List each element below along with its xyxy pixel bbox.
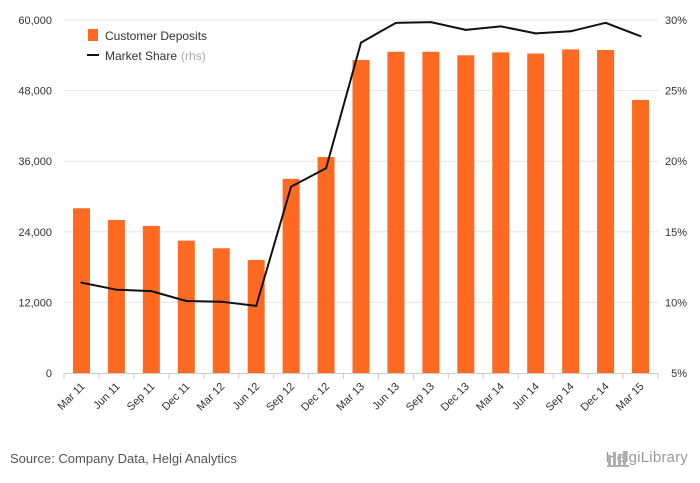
y-right-tick-label: 30% [665, 15, 687, 27]
left-y-axis: 0 12,000 24,000 36,000 48,000 60,000 [18, 15, 52, 380]
market-share-point [115, 288, 118, 291]
market-share-point [534, 32, 537, 35]
x-tick-label: Jun 13 [370, 381, 402, 413]
market-share-series [80, 21, 642, 307]
y-right-tick-label: 20% [665, 156, 687, 168]
market-share-point [220, 300, 223, 303]
x-tick-label: Jun 12 [230, 381, 262, 413]
market-share-point [185, 299, 188, 302]
y-right-tick-label: 15% [665, 227, 687, 239]
y-left-tick-label: 48,000 [18, 86, 52, 98]
y-right-tick-label: 25% [665, 86, 687, 98]
deposit-bar [352, 60, 370, 374]
market-share-point [290, 185, 293, 188]
x-tick-label: Jun 11 [91, 381, 122, 412]
market-share-point [604, 21, 607, 24]
x-tick-label: Mar 13 [334, 381, 367, 414]
market-share-point [394, 21, 397, 24]
market-share-point [360, 41, 362, 44]
deposit-bar [387, 51, 405, 374]
source-note: Source: Company Data, Helgi Analytics [10, 451, 237, 466]
x-tick-label: Dec 13 [439, 381, 472, 414]
x-tick-label: Sep 12 [264, 381, 297, 414]
deposit-bar [212, 248, 230, 373]
deposit-bar [247, 260, 265, 373]
deposit-bars [72, 49, 650, 374]
market-share-point [569, 30, 572, 33]
deposit-bar [317, 157, 335, 373]
market-share-point [255, 304, 258, 307]
deposit-bar [597, 50, 615, 373]
x-axis: Mar 11 Jun 11 Sep 11 Dec 11 Mar 12 Jun 12 Sep … [55, 373, 659, 414]
x-tick-label: Mar 12 [195, 381, 228, 414]
market-share-point [639, 35, 642, 38]
x-tick-label: Sep 14 [544, 381, 577, 414]
market-share-point [325, 167, 328, 170]
deposit-bar [492, 52, 510, 373]
brand-mark: HelgiLibrary [605, 449, 688, 467]
deposit-bar [457, 55, 475, 374]
x-tick-label: Jun 14 [510, 381, 542, 413]
legend-label-market-share: Market Share (rhs) [105, 49, 206, 63]
market-share-point [499, 25, 502, 28]
legend: Customer Deposits Market Share (rhs) [87, 29, 207, 63]
brand-name: HelgiLibrary [605, 449, 688, 466]
deposit-bar [282, 178, 300, 373]
y-left-tick-label: 12,000 [18, 297, 52, 309]
x-tick-label: Dec 11 [160, 381, 193, 414]
y-right-tick-label: 5% [671, 368, 687, 380]
market-share-point [150, 290, 153, 293]
y-left-tick-label: 24,000 [18, 227, 52, 239]
deposit-bar [422, 51, 440, 374]
x-tick-label: Mar 11 [55, 381, 87, 413]
deposit-bar [142, 225, 160, 373]
y-left-tick-label: 0 [46, 368, 52, 380]
market-share-point [464, 28, 467, 31]
legend-label-rhs-suffix: (rhs) [181, 49, 206, 63]
legend-label-deposits: Customer Deposits [105, 29, 207, 43]
deposit-bar [562, 49, 580, 374]
x-tick-label: Sep 11 [125, 381, 158, 414]
x-tick-label: Mar 15 [614, 381, 647, 414]
deposit-bar [632, 100, 650, 373]
legend-label-market-share-name: Market Share [105, 49, 177, 63]
deposit-bar [107, 220, 125, 373]
deposit-bar [72, 208, 90, 373]
x-tick-label: Dec 14 [579, 381, 612, 414]
legend-swatch-deposits [88, 29, 98, 41]
library-logo-icon [606, 451, 629, 467]
y-left-tick-label: 60,000 [18, 15, 52, 27]
deposit-bar [527, 53, 545, 373]
market-share-point [80, 281, 83, 284]
right-y-axis: 5% 10% 15% 20% 25% 30% [665, 15, 687, 380]
market-share-point [429, 21, 432, 24]
deposit-bar [177, 240, 195, 373]
x-tick-label: Sep 13 [404, 381, 437, 414]
y-right-tick-label: 10% [665, 297, 687, 309]
x-tick-label: Dec 12 [299, 381, 332, 414]
x-tick-label: Mar 14 [474, 381, 507, 414]
y-left-tick-label: 36,000 [18, 156, 52, 168]
